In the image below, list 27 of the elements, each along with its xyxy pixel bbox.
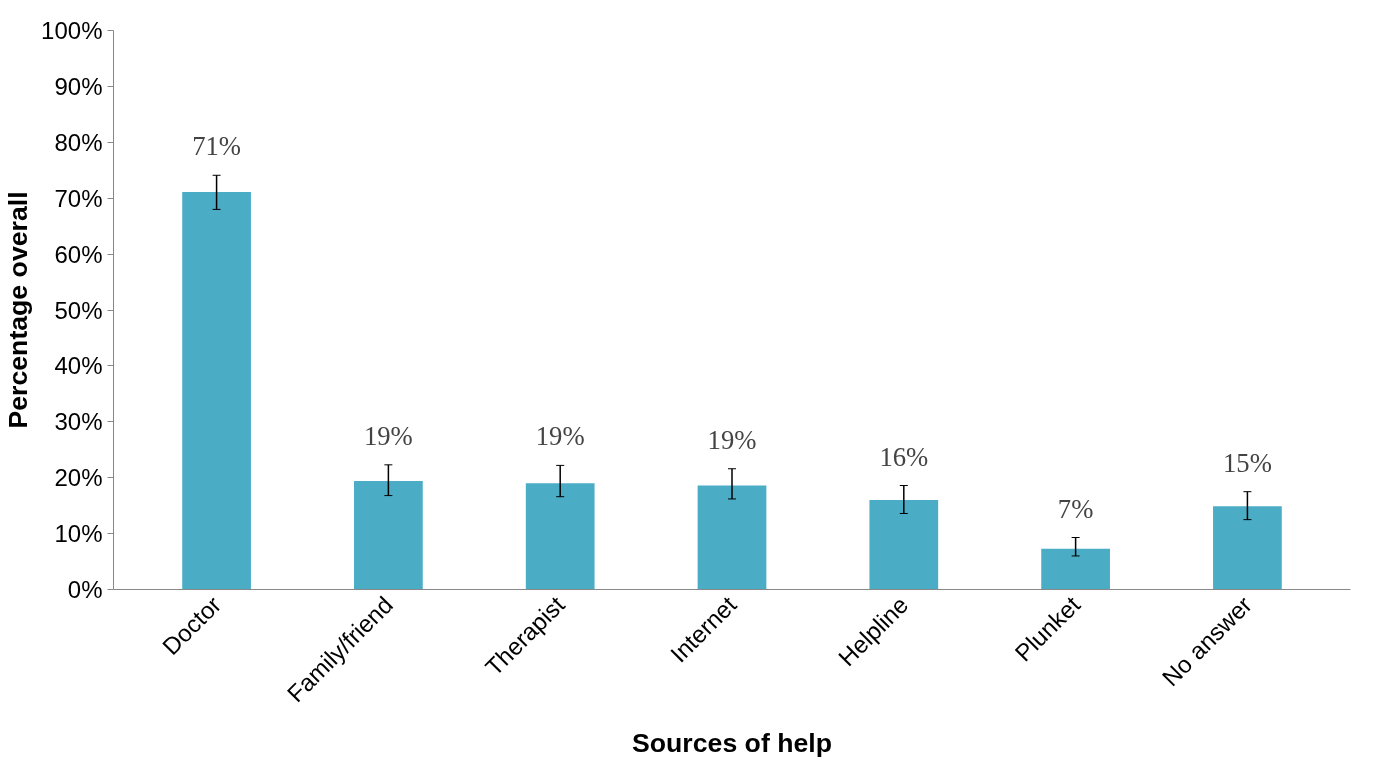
data-label: 15% — [1222, 447, 1272, 478]
y-tick-label: 0% — [67, 576, 103, 603]
y-tick-label: 20% — [54, 464, 103, 492]
y-tick-label: 10% — [54, 520, 103, 548]
bar — [697, 485, 767, 590]
y-tick-label: 80% — [54, 128, 103, 156]
bar — [182, 192, 251, 590]
bar — [1041, 548, 1110, 590]
y-tick-label: 60% — [54, 240, 103, 268]
y-tick-label: 30% — [54, 408, 103, 436]
data-label: 19% — [535, 421, 585, 452]
y-axis-title: Percentage overall — [3, 191, 34, 429]
y-tick-label: 50% — [54, 296, 103, 324]
data-label: 71% — [192, 131, 242, 162]
data-label: 16% — [879, 441, 929, 472]
bar — [869, 500, 939, 590]
y-tick-label: 70% — [54, 184, 103, 212]
bar — [354, 481, 423, 590]
x-axis-title: Sources of help — [632, 727, 832, 758]
bar — [525, 483, 595, 590]
data-label: 19% — [707, 424, 757, 455]
bar — [1213, 506, 1282, 590]
data-label: 19% — [363, 420, 413, 451]
y-tick-label: 100% — [41, 17, 103, 44]
y-tick-label: 40% — [54, 352, 103, 380]
data-label: 7% — [1057, 493, 1094, 524]
y-tick-label: 90% — [54, 72, 103, 100]
